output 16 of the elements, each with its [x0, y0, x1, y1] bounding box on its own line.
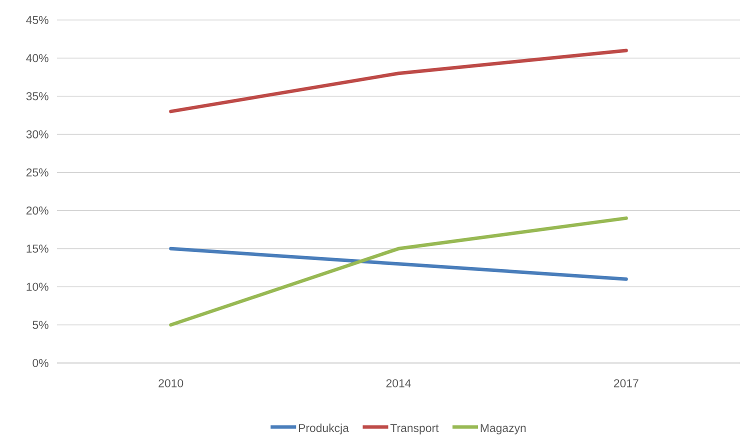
x-tick-label: 2014 — [386, 379, 411, 388]
y-tick-label: 25% — [26, 168, 48, 176]
y-tick-label: 15% — [26, 244, 48, 253]
x-tick-label: 2010 — [158, 379, 184, 388]
legend-label: Transport — [390, 424, 439, 434]
legend-label: Magazyn — [480, 424, 526, 434]
y-tick-label: 10% — [26, 282, 48, 291]
y-tick-label: 20% — [26, 206, 48, 215]
y-tick-label: 5% — [32, 320, 48, 329]
x-tick-label: 2017 — [614, 379, 638, 388]
y-tick-label: 0% — [32, 358, 48, 368]
y-tick-label: 45% — [26, 16, 48, 24]
legend-label: Produkcja — [298, 424, 349, 434]
y-tick-label: 40% — [26, 54, 48, 62]
y-tick-label: 30% — [26, 130, 48, 138]
y-tick-label: 35% — [26, 92, 48, 100]
